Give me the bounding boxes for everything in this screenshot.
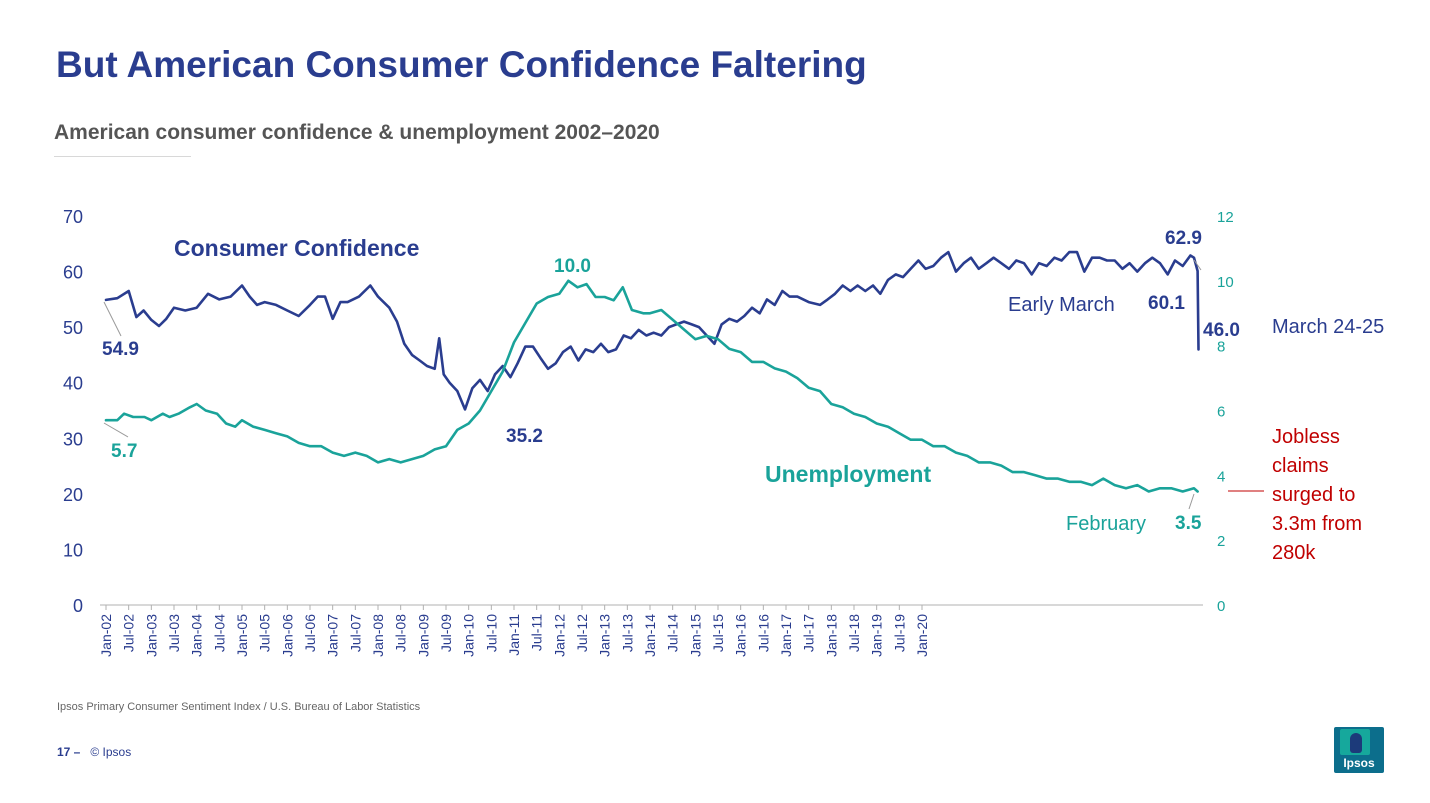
x-axis-tick-label: Jan-09: [415, 614, 431, 657]
cc-start-leader: [103, 301, 122, 337]
right-axis-tick-label: 10: [1217, 274, 1234, 291]
cc-trough-value: 35.2: [506, 426, 543, 447]
x-axis-tick-label: Jul-08: [393, 614, 409, 652]
march-date-label: March 24-25: [1272, 316, 1384, 338]
cc-peak-value: 62.9: [1165, 228, 1202, 249]
early-march-label: Early March: [1008, 294, 1115, 316]
x-axis-tick-label: Jan-15: [687, 614, 703, 657]
logo-text: Ipsos: [1343, 756, 1375, 770]
jobless-line: Jobless: [1272, 426, 1340, 448]
x-axis-tick-label: Jan-13: [597, 614, 613, 657]
x-axis-tick-label: Jul-05: [257, 614, 273, 652]
x-axis-tick-label: Jul-11: [529, 614, 545, 651]
x-axis-tick-label: Jan-11: [506, 614, 522, 656]
x-axis-tick-label: Jan-19: [869, 614, 885, 657]
x-axis-tick-label: Jan-04: [189, 614, 205, 657]
jobless-line: 3.3m from: [1272, 513, 1362, 535]
chart-subtitle: American consumer confidence & unemploym…: [54, 121, 660, 144]
march-value: 46.0: [1203, 320, 1240, 341]
x-axis-tick-label: Jul-17: [801, 614, 817, 652]
left-axis-tick-label: 30: [63, 429, 83, 449]
x-axis-tick-label: Jul-09: [438, 614, 454, 652]
x-axis-tick-label: Jul-13: [619, 614, 635, 652]
right-axis-tick-label: 4: [1217, 468, 1225, 485]
unemployment-series-label: Unemployment: [765, 461, 931, 487]
page-number: 17 –: [57, 745, 81, 759]
x-axis-tick-label: Jul-14: [665, 614, 681, 652]
right-axis-tick-label: 2: [1217, 533, 1225, 550]
x-axis: Jan-02 Jul-02 Jan-03 Jul-03 Jan-04 Jul-04 Jan-…: [98, 605, 930, 657]
jobless-claims-note: Jobless claims surged to 3.3m from 280k: [1272, 426, 1362, 564]
left-axis-tick-label: 40: [63, 374, 83, 394]
left-axis-tick-label: 20: [63, 485, 83, 505]
un-peak-value: 10.0: [554, 256, 591, 277]
x-axis-tick-label: Jul-10: [483, 614, 499, 652]
x-axis-tick-label: Jan-17: [778, 614, 794, 657]
early-march-leader: [1193, 259, 1202, 271]
x-axis-tick-label: Jul-06: [302, 614, 318, 652]
jobless-line: 280k: [1272, 542, 1316, 564]
series-layer: [104, 250, 1200, 493]
footer: 17 – © Ipsos: [57, 745, 131, 759]
right-axis-tick-label: 8: [1217, 339, 1225, 356]
jobless-line: claims: [1272, 455, 1329, 477]
x-axis-tick-label: Jul-03: [166, 614, 182, 652]
left-axis-tick-label: 10: [63, 540, 83, 560]
page-title: But American Consumer Confidence Falteri…: [56, 44, 867, 85]
early-march-value: 60.1: [1148, 293, 1185, 314]
x-axis-tick-label: Jul-16: [755, 614, 771, 652]
unemployment-line: [104, 279, 1199, 493]
copyright: © Ipsos: [90, 745, 132, 759]
ipsos-logo: Ipsos: [1334, 727, 1384, 773]
x-axis-tick-label: Jan-18: [823, 614, 839, 657]
february-label: February: [1066, 513, 1146, 535]
left-axis-tick-label: 0: [73, 596, 83, 616]
left-axis-tick-label: 70: [63, 207, 83, 227]
x-axis-tick-label: Jan-20: [914, 614, 930, 657]
x-axis-tick-label: Jan-07: [325, 614, 341, 657]
right-axis-tick-label: 0: [1217, 598, 1225, 615]
x-axis-tick-label: Jul-15: [710, 614, 726, 652]
x-axis-tick-label: Jul-12: [574, 614, 590, 652]
right-axis-tick-label: 12: [1217, 209, 1234, 226]
x-axis-tick-label: Jan-10: [461, 614, 477, 657]
consumer-confidence-line: [104, 250, 1200, 411]
right-axis: 0 2 4 6 8 10 12: [1217, 209, 1234, 615]
x-axis-tick-label: Jan-02: [98, 614, 114, 657]
february-leader: [1188, 493, 1195, 510]
subtitle-divider: [54, 156, 191, 157]
left-axis-tick-label: 50: [63, 318, 83, 338]
source-note: Ipsos Primary Consumer Sentiment Index /…: [57, 701, 421, 713]
left-axis: 0 10 20 30 40 50 60 70: [63, 207, 83, 616]
right-axis-tick-label: 6: [1217, 404, 1225, 421]
consumer-confidence-series-label: Consumer Confidence: [174, 235, 419, 261]
x-axis-tick-label: Jul-04: [211, 614, 227, 652]
x-axis-tick-label: Jan-03: [143, 614, 159, 657]
left-axis-tick-label: 60: [63, 263, 83, 283]
x-axis-tick-label: Jul-02: [121, 614, 137, 652]
logo-head: [1350, 733, 1362, 753]
x-axis-tick-label: Jul-07: [347, 614, 363, 652]
un-start-leader: [103, 422, 129, 438]
x-axis-tick-label: Jan-12: [551, 614, 567, 657]
x-axis-tick-label: Jan-14: [642, 614, 658, 657]
february-value: 3.5: [1175, 513, 1202, 534]
x-axis-tick-label: Jan-16: [733, 614, 749, 657]
x-axis-tick-label: Jan-06: [279, 614, 295, 657]
un-start-value: 5.7: [111, 441, 137, 462]
x-axis-tick-label: Jan-05: [234, 614, 250, 657]
jobless-line: surged to: [1272, 484, 1355, 506]
x-axis-tick-label: Jul-18: [846, 614, 862, 652]
x-axis-tick-label: Jul-19: [891, 614, 907, 652]
x-axis-tick-label: Jan-08: [370, 614, 386, 657]
cc-start-value: 54.9: [102, 339, 139, 360]
